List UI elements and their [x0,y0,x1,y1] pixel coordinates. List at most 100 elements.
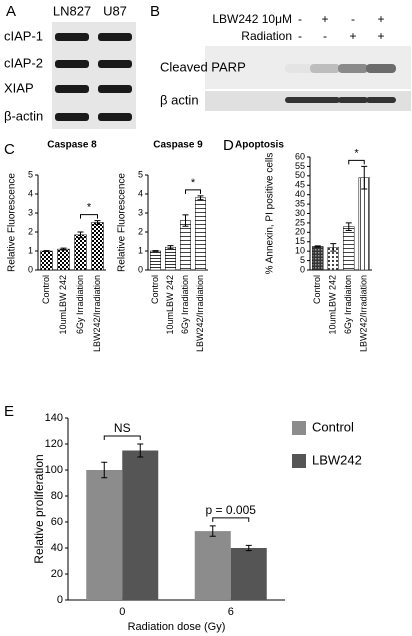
bar [91,222,104,271]
y-tick-label: 20 [51,568,63,580]
condition-sign: - [323,29,327,43]
blot-band [366,97,396,103]
annotation: * [191,177,196,189]
panel-letter: B [150,3,160,20]
bar [312,246,324,271]
row-label: XIAP [4,80,34,95]
row-label: β actin [160,92,199,107]
y-tick-label: 5 [28,169,33,179]
y-tick-label: 40 [295,189,305,199]
bar [230,548,267,600]
bar [180,220,191,271]
condition-label: Radiation [241,29,292,43]
y-tick-label: 2 [138,226,143,236]
y-tick-label: 4 [28,188,33,198]
x-tick-label: LBW242/Irradiation [92,275,102,352]
chart-title: Caspase 8 [47,140,97,151]
chart-title: Caspase 9 [153,140,203,151]
error-bar [330,243,337,252]
y-tick-label: 120 [45,438,63,450]
error-bar [197,195,204,201]
bracket [212,517,250,522]
y-tick-label: 1 [28,245,33,255]
y-tick-label: 45 [295,180,305,190]
x-tick-label: 6Gy Irradiaiton [343,275,353,334]
x-tick-label: LBW242/Irradiation [359,275,369,352]
x-tick-label: 10umLBW 242 [328,275,338,335]
y-tick-label: 25 [295,217,305,227]
error-bar [345,222,352,231]
y-axis-label: Relative Fluorescence [7,173,18,272]
y-tick-label: 60 [51,516,63,528]
y-tick-label: 40 [51,542,63,554]
row-label: cIAP-1 [4,28,43,43]
blot-band [55,113,89,121]
bar [165,246,176,271]
condition-sign: - [298,29,302,43]
bar [122,450,159,600]
y-tick-label: 5 [300,255,305,265]
annotation: p = 0.005 [206,503,257,517]
y-tick-label: 0 [28,264,33,274]
x-tick-label: 6Gy Irradiation [75,275,85,334]
blot-band [366,64,396,73]
y-tick-label: 100 [45,464,63,476]
y-axis-label: % Annexin, PI positive cells [265,153,276,275]
x-tick-label: Control [150,275,160,304]
blot-band [98,85,132,93]
y-tick-label: 1 [138,245,143,255]
y-tick-label: 4 [138,188,143,198]
x-tick-label: Control [312,275,322,304]
blot-band [98,60,132,68]
error-bar [94,220,101,225]
blot-band [55,85,89,93]
bar [195,197,206,271]
error-bar [77,231,84,239]
blot-band [338,64,368,73]
error-bar [137,443,144,458]
error-bar [314,245,321,248]
bar [194,531,231,600]
y-tick-label: 20 [295,227,305,237]
y-tick-label: 3 [138,207,143,217]
bar [86,470,123,600]
condition-sign: + [377,29,384,43]
y-tick-label: 5 [138,169,143,179]
y-tick-label: 0 [57,594,63,606]
error-bar [245,544,252,552]
error-bar [43,250,50,252]
lane-label: LN827 [53,3,91,18]
y-tick-label: 15 [295,236,305,246]
bar [57,248,70,271]
blot-band [55,33,89,41]
bracket [185,189,201,194]
bracket [80,214,98,219]
blot-band [338,97,368,103]
row-label: cIAP-2 [4,55,43,70]
chart-title: Apoptosis [235,140,284,151]
x-tick-label: LBW242/Irradiation [195,275,205,352]
y-tick-label: 140 [45,412,63,424]
y-tick-label: 80 [51,490,63,502]
blot-band [55,60,89,68]
panel-letter: D [223,137,234,154]
y-tick-label: 0 [138,264,143,274]
annotation: * [354,147,359,159]
error-bar [101,461,108,479]
lane-label: U87 [103,3,127,18]
y-tick-label: 3 [28,207,33,217]
bar [358,177,370,271]
y-tick-label: 30 [295,208,305,218]
bracket [348,159,365,165]
blot-band [98,33,132,41]
error-bar [361,165,368,190]
legend-label: Control [312,419,354,434]
x-tick-label: 10umLBW 242 [165,275,175,335]
x-tick-label: 0 [119,606,125,618]
blot-band [285,97,315,103]
panel-letter: A [6,3,16,20]
x-tick-label: 10umLBW 242 [58,275,68,335]
blot-band [285,64,315,73]
bar [74,234,87,271]
error-bar [209,525,216,537]
